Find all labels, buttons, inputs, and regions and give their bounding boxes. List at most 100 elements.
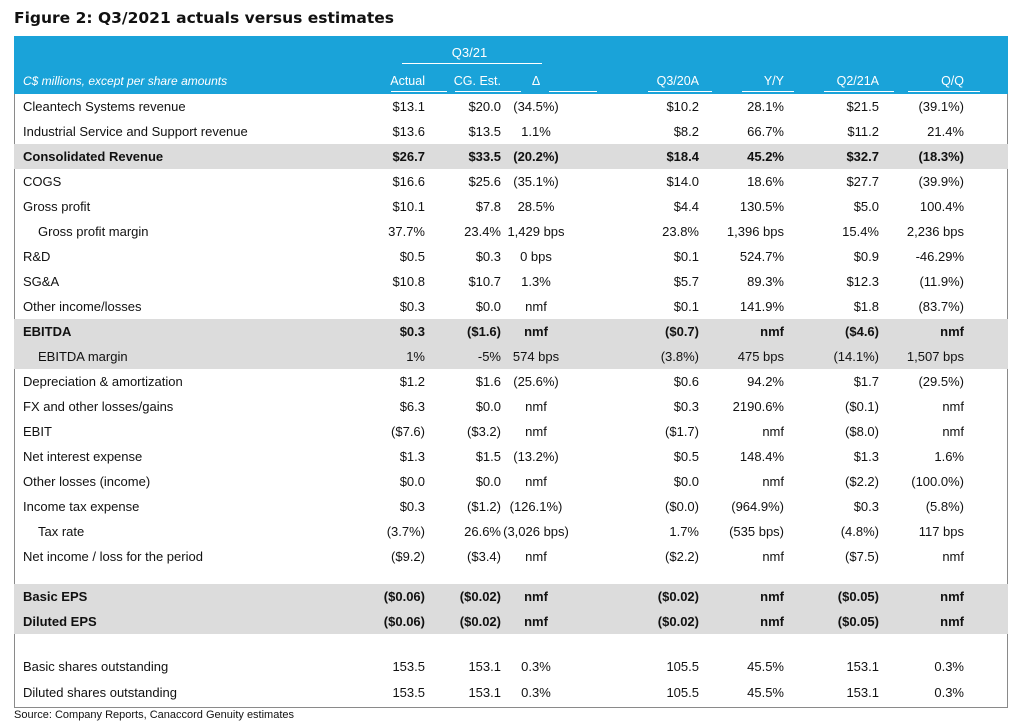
col-q-q-underline [908, 91, 980, 92]
cell-q2-21a: $1.8 [853, 299, 879, 314]
table-row: Gross profit margin 37.7% 23.4% 1,429 bps 23… [14, 219, 1008, 244]
row-label: Net income / loss for the period [23, 549, 203, 564]
row-label: Net interest expense [23, 449, 143, 464]
cell-q-q: nmf [940, 614, 964, 629]
table-row: Income tax expense $0.3 ($1.2) (126.1%) ($0.… [14, 494, 1008, 519]
cell-q2-21a: (4.8%) [840, 524, 879, 539]
cell-y-y: 18.6% [747, 174, 784, 189]
cell-cg-est: $33.5 [468, 149, 501, 164]
cell-q3-20a: 23.8% [662, 224, 699, 239]
table-row: FX and other losses/gains $6.3 $0.0 nmf $0.3… [14, 394, 1008, 419]
table-row: Industrial Service and Support revenue $1… [14, 119, 1008, 144]
table-header: Q3/21 C$ millions, except per share amou… [14, 36, 1008, 94]
cell-q3-20a: $0.1 [673, 249, 699, 264]
cell-y-y: 475 bps [737, 349, 784, 364]
cell-cg-est: ($1.2) [467, 499, 501, 514]
row-label: SG&A [23, 274, 60, 289]
cell-q3-20a: (3.8%) [660, 349, 699, 364]
cell-delta: nmf [524, 324, 548, 339]
cell-q2-21a: 153.1 [846, 685, 879, 700]
cell-q3-20a: $18.4 [666, 149, 699, 164]
cell-cg-est: $0.0 [475, 474, 501, 489]
cell-q2-21a: $5.0 [853, 199, 879, 214]
cell-q3-20a: ($0.0) [665, 499, 699, 514]
cell-q3-20a: ($2.2) [665, 549, 699, 564]
cell-q-q: nmf [940, 324, 964, 339]
cell-actual: $10.8 [392, 274, 425, 289]
cell-delta: 0.3% [521, 659, 551, 674]
row-label: COGS [23, 174, 62, 189]
cell-y-y: nmf [762, 424, 784, 439]
cell-actual: $6.3 [399, 399, 425, 414]
cell-y-y: 1,396 bps [726, 224, 784, 239]
cell-cg-est: $7.8 [475, 199, 501, 214]
cell-q2-21a: 153.1 [846, 659, 879, 674]
cell-q3-20a: $0.0 [673, 474, 699, 489]
cell-q2-21a: $1.3 [853, 449, 879, 464]
cell-q3-20a: 105.5 [666, 685, 699, 700]
cell-actual: $0.3 [399, 499, 425, 514]
table-row: Basic EPS ($0.06) ($0.02) nmf ($0.02) nmf ($0.… [14, 584, 1008, 609]
table-row: Diluted EPS ($0.06) ($0.02) nmf ($0.02) nmf ($… [14, 609, 1008, 634]
cell-q3-20a: $0.1 [673, 299, 699, 314]
cell-q-q: (18.3%) [918, 149, 964, 164]
cell-actual: $16.6 [392, 174, 425, 189]
cell-delta: 1.1% [521, 124, 551, 139]
cell-actual: (3.7%) [386, 524, 425, 539]
row-label: Basic EPS [23, 589, 88, 604]
cell-q-q: (39.1%) [918, 99, 964, 114]
row-label: Gross profit margin [38, 224, 149, 239]
cell-cg-est: ($1.6) [467, 324, 501, 339]
cell-delta: (3,026 bps) [503, 524, 569, 539]
col-actual-header: Actual [390, 74, 425, 88]
cell-actual: ($0.06) [383, 614, 425, 629]
cell-delta: nmf [525, 474, 547, 489]
col-y-y-header: Y/Y [763, 74, 784, 88]
cell-q2-21a: 15.4% [842, 224, 879, 239]
cell-cg-est: $0.0 [475, 299, 501, 314]
cell-q-q: 21.4% [927, 124, 964, 139]
cell-cg-est: $25.6 [468, 174, 501, 189]
cell-y-y: (535 bps) [729, 524, 784, 539]
cell-y-y: (964.9%) [731, 499, 784, 514]
cell-q-q: 1,507 bps [906, 349, 964, 364]
cell-delta: (35.1%) [513, 174, 559, 189]
cell-q2-21a: ($4.6) [845, 324, 879, 339]
table-row: Cleantech Systems revenue $13.1 $20.0 (34.5… [14, 94, 1008, 119]
cell-cg-est: 26.6% [464, 524, 501, 539]
row-label: EBITDA [23, 324, 72, 339]
cell-q-q: (100.0%) [911, 474, 964, 489]
cell-q-q: nmf [942, 424, 964, 439]
period-group-underline [402, 63, 542, 64]
row-label: Diluted EPS [23, 614, 97, 629]
cell-y-y: 524.7% [739, 249, 784, 264]
cell-y-y: nmf [762, 474, 784, 489]
table-row: Diluted shares outstanding 153.5 153.1 0.3%… [14, 680, 1008, 705]
cell-cg-est: $20.0 [468, 99, 501, 114]
cell-q2-21a: $27.7 [846, 174, 879, 189]
cell-delta: nmf [524, 589, 548, 604]
row-label: EBITDA margin [38, 349, 128, 364]
cell-q-q: 0.3% [934, 685, 964, 700]
table-row: EBIT ($7.6) ($3.2) nmf ($1.7) nmf ($8.0) nmf [14, 419, 1008, 444]
cell-cg-est: ($3.4) [467, 549, 501, 564]
cell-actual: ($7.6) [391, 424, 425, 439]
row-label: FX and other losses/gains [23, 399, 174, 414]
col-delta-underline [549, 91, 597, 92]
row-label: Other income/losses [23, 299, 142, 314]
cell-q3-20a: $5.7 [673, 274, 699, 289]
cell-actual: $0.0 [399, 474, 425, 489]
cell-q2-21a: ($7.5) [845, 549, 879, 564]
cell-actual: $1.3 [399, 449, 425, 464]
cell-q3-20a: $4.4 [673, 199, 699, 214]
table-row: Net income / loss for the period ($9.2) ($… [14, 544, 1008, 569]
cell-q-q: (39.9%) [918, 174, 964, 189]
cell-delta: 0 bps [520, 249, 552, 264]
cell-delta: nmf [525, 399, 547, 414]
cell-delta: nmf [524, 614, 548, 629]
table-row: Depreciation & amortization $1.2 $1.6 (25.6… [14, 369, 1008, 394]
cell-q2-21a: ($2.2) [845, 474, 879, 489]
cell-q3-20a: $10.2 [666, 99, 699, 114]
table-row: COGS $16.6 $25.6 (35.1%) $14.0 18.6% $27.7 (39.… [14, 169, 1008, 194]
cell-y-y: 28.1% [747, 99, 784, 114]
